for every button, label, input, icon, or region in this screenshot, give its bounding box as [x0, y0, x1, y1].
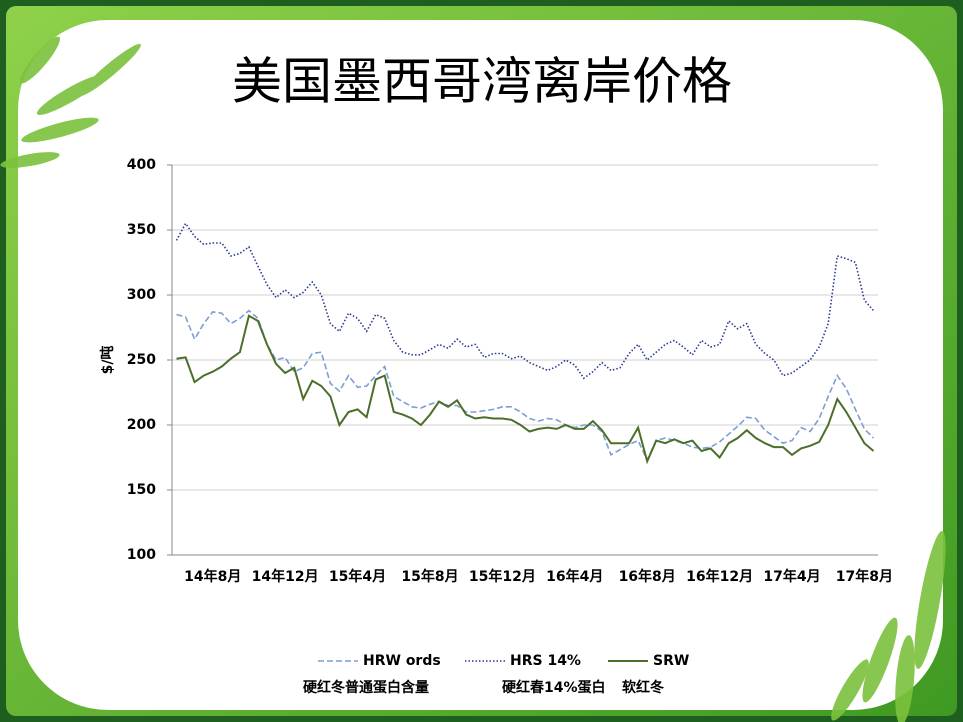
x-tick-label: 15年8月 — [401, 568, 458, 585]
y-tick-label: 150 — [127, 482, 156, 498]
y-tick-label: 400 — [127, 157, 156, 173]
y-tick-label: 250 — [127, 352, 156, 368]
x-tick-label: 16年4月 — [546, 568, 603, 585]
legend-note: 硬红冬普通蛋白含量 — [303, 679, 429, 696]
x-tick-label: 14年12月 — [252, 568, 319, 585]
x-tick-label: 15年12月 — [469, 568, 536, 585]
legend-label: HRW ords — [363, 653, 441, 669]
wheat-top-left — [0, 36, 141, 168]
wheat-bottom-right — [831, 531, 946, 722]
y-tick-label: 350 — [127, 222, 156, 238]
x-tick-label: 16年8月 — [619, 568, 676, 585]
legend-note: 软红冬 — [622, 679, 664, 696]
x-tick-label: 17年8月 — [836, 568, 893, 585]
chart-title: 美国墨西哥湾离岸价格 — [232, 53, 732, 111]
legend-note: 硬红春14%蛋白 — [502, 679, 606, 696]
x-tick-label: 17年4月 — [763, 568, 820, 585]
y-tick-label: 100 — [127, 547, 156, 563]
series-line — [175, 221, 875, 380]
x-tick-label: 16年12月 — [686, 568, 753, 585]
y-tick-label: 300 — [127, 287, 156, 303]
series-line — [176, 314, 875, 465]
legend-label: HRS 14% — [510, 653, 581, 669]
panel — [18, 20, 943, 710]
x-tick-label: 15年4月 — [329, 568, 386, 585]
x-tick-label: 14年8月 — [184, 568, 241, 585]
y-axis-label: $/吨 — [99, 346, 116, 375]
legend-label: SRW — [653, 653, 689, 669]
y-tick-label: 200 — [127, 417, 156, 433]
